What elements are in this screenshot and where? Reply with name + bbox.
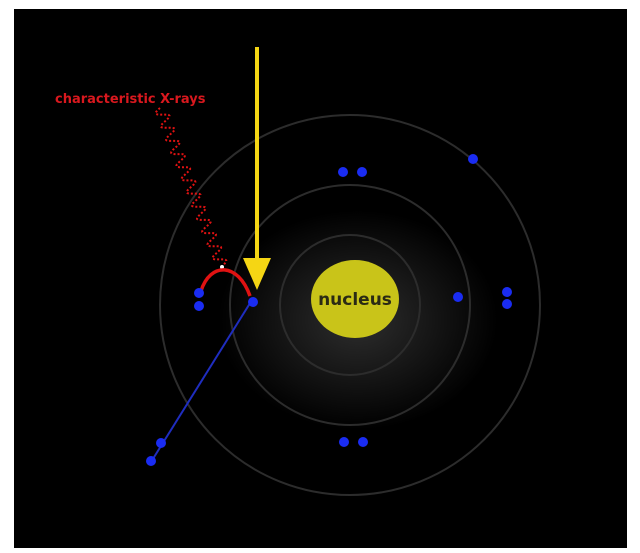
electron — [339, 437, 349, 447]
nucleus-label: nucleus — [318, 290, 392, 310]
vacancy-electron — [248, 297, 258, 307]
down-arrow-icon — [243, 258, 271, 290]
electron — [502, 287, 512, 297]
wavy-line-icon — [154, 107, 228, 267]
electron — [468, 154, 478, 164]
orbit-middle — [229, 184, 471, 426]
electron — [453, 292, 463, 302]
electron — [338, 167, 348, 177]
electron — [357, 167, 367, 177]
curved-arc-icon — [199, 268, 252, 297]
ejected-electron — [156, 438, 166, 448]
xray-label: characteristic X-rays — [55, 92, 206, 107]
electron — [502, 299, 512, 309]
nucleus — [311, 260, 399, 338]
electron — [194, 288, 204, 298]
ejected-electron-path — [150, 299, 253, 463]
xray-origin-dot — [220, 265, 224, 269]
electrons — [146, 154, 512, 466]
ejected-electron — [146, 456, 156, 466]
orbit-inner — [279, 234, 421, 376]
electron — [358, 437, 368, 447]
electron — [194, 301, 204, 311]
orbit-outer — [159, 114, 541, 496]
